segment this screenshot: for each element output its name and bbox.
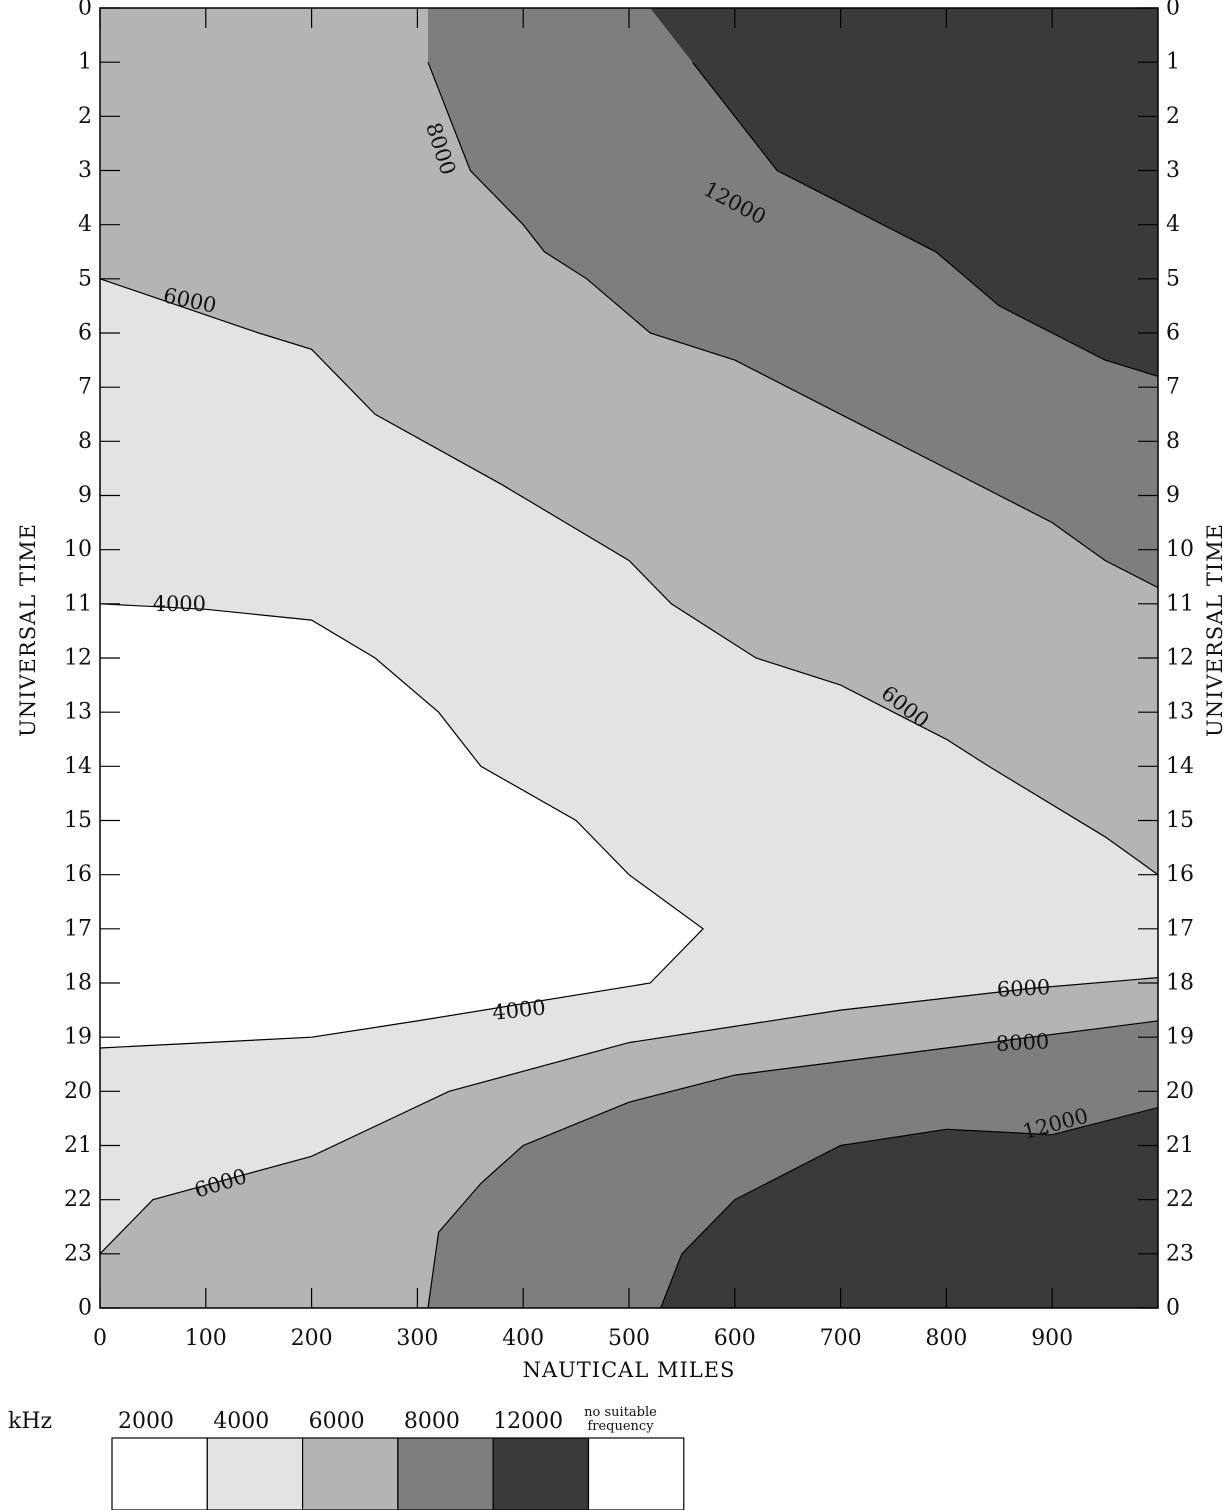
legend-swatch (111, 1437, 208, 1510)
plot-area: 8000120006000400060004000600080001200060… (99, 7, 1159, 1309)
x-tick-label: 900 (1031, 1326, 1073, 1351)
y-tick-label-left: 23 (64, 1241, 92, 1266)
y-tick-label-right: 14 (1166, 754, 1194, 779)
y-tick-label-left: 17 (64, 916, 92, 941)
y-tick-label-right: 0 (1166, 1296, 1180, 1321)
contour-line-6000 (99, 977, 1159, 1255)
region-12000-khz (660, 1107, 1158, 1308)
y-tick-label-right: 22 (1166, 1187, 1194, 1212)
y-tick-label-right: 2 (1166, 104, 1180, 129)
y-tick-label-left: 18 (64, 971, 92, 996)
y-tick-label-left: 0 (78, 0, 92, 21)
y-tick-label-right: 3 (1166, 158, 1180, 183)
y-tick-label-right: 9 (1166, 483, 1180, 508)
contour-line-4000 (99, 603, 705, 1049)
x-axis-title: NAUTICAL MILES (523, 1358, 736, 1382)
legend-swatch (587, 1437, 685, 1510)
y-tick-label-left: 7 (78, 375, 92, 400)
y-tick-label-left: 14 (64, 754, 92, 779)
y-tick-label-left: 2 (78, 104, 92, 129)
y-tick-label-right: 17 (1166, 916, 1194, 941)
x-tick-label: 800 (925, 1326, 967, 1351)
y-tick-label-right: 7 (1166, 375, 1180, 400)
y-tick-label-left: 9 (78, 483, 92, 508)
y-tick-label-left: 3 (78, 158, 92, 183)
y-tick-label-right: 21 (1166, 1133, 1194, 1158)
y-tick-label-right: 6 (1166, 321, 1180, 346)
y-tick-label-right: 18 (1166, 971, 1194, 996)
legend-label: no suitable (584, 1405, 657, 1420)
legend-swatch (206, 1437, 304, 1510)
y-tick-label-right: 1 (1166, 50, 1180, 75)
y-tick-label-left: 10 (64, 537, 92, 562)
y-tick-label-right: 13 (1166, 700, 1194, 725)
y-tick-label-right: 23 (1166, 1241, 1194, 1266)
axis-ticks (99, 7, 1158, 1309)
x-tick-label: 0 (93, 1326, 107, 1351)
legend-label: 8000 (404, 1409, 460, 1434)
y-tick-label-right: 20 (1166, 1079, 1194, 1104)
contour-label-4000: 4000 (491, 995, 547, 1024)
x-tick-label: 500 (608, 1326, 650, 1351)
y-tick-label-right: 15 (1166, 808, 1194, 833)
y-tick-label-right: 19 (1166, 1025, 1194, 1050)
contour-label-4000: 4000 (153, 592, 206, 616)
y-tick-label-right: 8 (1166, 429, 1180, 454)
legend-swatch (302, 1437, 399, 1510)
contour-line-6000 (99, 278, 1159, 876)
contour-label-6000: 6000 (996, 975, 1051, 1002)
y-tick-label-right: 4 (1166, 212, 1180, 237)
y-tick-label-left: 19 (64, 1025, 92, 1050)
contour-lines (99, 61, 1159, 1309)
y-tick-label-left: 4 (78, 212, 92, 237)
legend-label: 6000 (309, 1409, 365, 1434)
y-tick-label-right: 0 (1166, 0, 1180, 21)
x-tick-label: 400 (502, 1326, 544, 1351)
contour-line-8000 (427, 61, 1159, 589)
legend-label: frequency (587, 1419, 654, 1434)
legend-label: 12000 (493, 1409, 563, 1434)
x-tick-label: 100 (185, 1326, 227, 1351)
contour-label-8000: 8000 (995, 1029, 1050, 1056)
y-tick-label-left: 21 (64, 1133, 92, 1158)
region-2000-khz (100, 603, 704, 1048)
y-tick-label-right: 11 (1166, 591, 1194, 616)
y-tick-label-left: 0 (78, 1296, 92, 1321)
x-tick-label: 700 (820, 1326, 862, 1351)
legend-unit: kHz (8, 1409, 52, 1434)
legend-swatch (397, 1437, 494, 1510)
legend-label: 2000 (118, 1409, 174, 1434)
x-tick-label: 300 (396, 1326, 438, 1351)
contour-line-12000 (660, 1107, 1159, 1309)
x-tick-label: 200 (291, 1326, 333, 1351)
legend: kHz 2000 4000 6000 8000 12000 no suitablefreq… (8, 1405, 685, 1510)
y-tick-label-right: 12 (1166, 646, 1194, 671)
x-tick-label: 600 (714, 1326, 756, 1351)
region-12000-khz (650, 8, 1158, 377)
legend-items: 2000 4000 6000 8000 12000 no suitablefrequenc… (111, 1405, 685, 1510)
y-tick-label-right: 16 (1166, 862, 1194, 887)
y-tick-label-left: 22 (64, 1187, 92, 1212)
y-axis-title-left: UNIVERSAL TIME (16, 523, 40, 737)
y-tick-label-left: 13 (64, 700, 92, 725)
y-tick-label-right: 5 (1166, 266, 1180, 291)
y-axis-title-right: UNIVERSAL TIME (1203, 523, 1227, 737)
y-tick-label-left: 15 (64, 808, 92, 833)
y-tick-label-left: 6 (78, 321, 92, 346)
legend-swatch (492, 1437, 590, 1510)
y-tick-label-left: 11 (64, 591, 92, 616)
contour-regions (100, 8, 1158, 1308)
y-tick-label-left: 1 (78, 50, 92, 75)
y-tick-label-left: 16 (64, 862, 92, 887)
y-tick-label-left: 5 (78, 266, 92, 291)
y-tick-label-left: 20 (64, 1079, 92, 1104)
contour-line-8000 (427, 1020, 1159, 1309)
y-tick-label-left: 8 (78, 429, 92, 454)
legend-label: 4000 (213, 1409, 269, 1434)
y-tick-label-left: 12 (64, 646, 92, 671)
contour-line-12000 (692, 61, 1159, 377)
y-tick-label-right: 10 (1166, 537, 1194, 562)
